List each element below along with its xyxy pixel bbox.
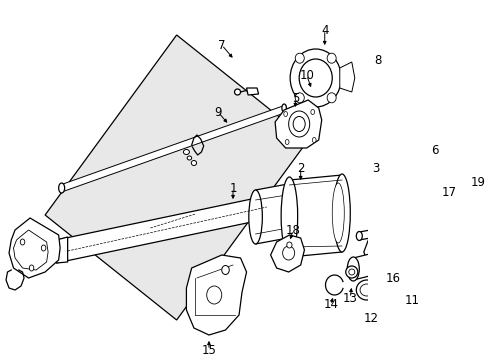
Text: 3: 3 [371,162,379,175]
Ellipse shape [29,265,34,271]
Ellipse shape [326,93,335,103]
Text: 16: 16 [385,271,400,284]
Polygon shape [359,218,435,240]
Polygon shape [352,230,465,280]
Text: 5: 5 [291,91,299,104]
Ellipse shape [183,149,189,154]
Polygon shape [363,232,396,270]
Ellipse shape [59,183,64,193]
Ellipse shape [333,174,349,252]
Ellipse shape [281,177,297,255]
Text: 11: 11 [404,293,419,306]
Text: 1: 1 [229,181,236,194]
Polygon shape [289,175,341,257]
Ellipse shape [191,161,196,166]
Polygon shape [270,235,304,272]
Polygon shape [14,230,48,270]
Ellipse shape [402,198,408,204]
Text: 8: 8 [374,54,381,67]
Text: 6: 6 [430,144,437,157]
Ellipse shape [356,280,377,300]
Polygon shape [9,218,60,278]
Ellipse shape [331,183,344,243]
Ellipse shape [345,266,357,278]
Ellipse shape [221,266,229,274]
Polygon shape [255,183,293,244]
Ellipse shape [289,49,341,107]
Ellipse shape [283,112,287,117]
Ellipse shape [459,229,471,253]
Polygon shape [56,237,67,263]
Ellipse shape [20,239,25,245]
Polygon shape [56,195,270,263]
Ellipse shape [293,117,305,131]
Ellipse shape [234,89,240,95]
Text: 14: 14 [323,298,338,311]
Text: 7: 7 [218,39,225,51]
Text: 10: 10 [299,68,313,81]
Polygon shape [186,255,246,335]
Text: 19: 19 [469,176,485,189]
Ellipse shape [248,190,262,244]
Ellipse shape [348,269,354,275]
Polygon shape [339,62,354,92]
Text: 15: 15 [201,343,216,356]
Polygon shape [60,105,286,192]
Text: 9: 9 [214,105,221,118]
Text: 17: 17 [441,185,456,198]
Text: 4: 4 [320,23,328,36]
Text: 12: 12 [363,311,378,324]
Ellipse shape [312,138,315,143]
Ellipse shape [41,245,46,251]
Ellipse shape [286,242,291,248]
Ellipse shape [288,111,309,137]
Text: 18: 18 [285,224,300,237]
Text: 2: 2 [296,162,304,175]
Ellipse shape [285,140,288,144]
Polygon shape [246,88,258,95]
Ellipse shape [299,59,331,97]
Ellipse shape [359,284,373,296]
Polygon shape [275,100,321,148]
Ellipse shape [295,53,304,63]
Ellipse shape [356,231,362,240]
Ellipse shape [282,246,294,260]
Ellipse shape [187,156,191,160]
Ellipse shape [206,286,221,304]
Text: 13: 13 [342,292,357,305]
Ellipse shape [346,257,359,281]
Polygon shape [45,35,307,320]
Ellipse shape [281,104,286,112]
Ellipse shape [295,93,304,103]
Ellipse shape [310,109,314,114]
Ellipse shape [326,53,335,63]
Ellipse shape [286,183,299,237]
